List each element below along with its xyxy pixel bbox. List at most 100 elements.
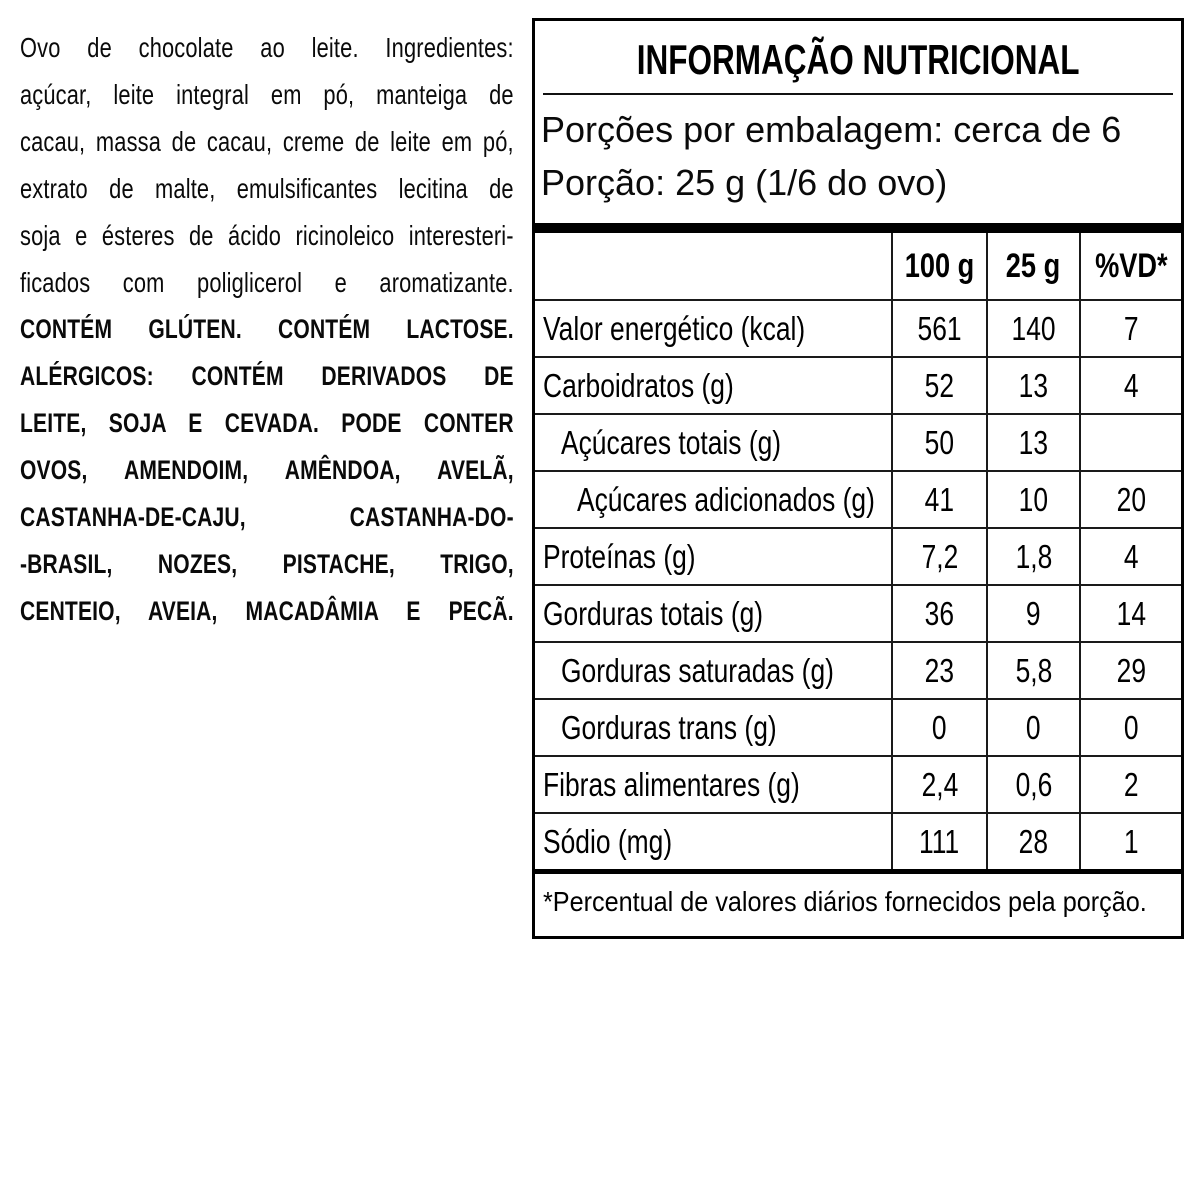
- allergen-warning-line: ALÉRGICOS: CONTÉM DERIVADOS DE: [20, 361, 514, 391]
- nutrient-value-100g: 7,2: [891, 527, 987, 585]
- nutrient-row: Sódio (mg) 111 28 1: [535, 812, 1181, 869]
- nutrient-name: Valor energético (kcal): [535, 299, 892, 357]
- nutrient-name: Gorduras totais (g): [535, 584, 892, 642]
- ingredients-line: Ovo de chocolate ao leite. Ingredientes:: [20, 32, 514, 63]
- nutrient-value-25g-text: 5,8: [1015, 651, 1052, 689]
- nutrient-name-text: Fibras alimentares (g): [543, 765, 800, 803]
- nutrient-daily-value: 1: [1079, 812, 1181, 869]
- nutrient-value-25g-text: 1,8: [1015, 537, 1052, 575]
- header-daily-value-text: %VD*: [1094, 246, 1168, 285]
- ingredients-text-block: Ovo de chocolate ao leite. Ingredientes:…: [20, 24, 520, 635]
- nutrient-name: Gorduras saturadas (g): [535, 641, 892, 699]
- allergen-warning-line: CONTÉM GLÚTEN. CONTÉM LACTOSE.: [20, 314, 514, 344]
- allergen-warning-line: CASTANHA-DE-CAJU, CASTANHA-DO-: [20, 502, 514, 532]
- nutrient-value-100g: 561: [891, 299, 987, 357]
- nutrient-value-100g-text: 111: [919, 822, 960, 860]
- nutrient-value-25g-text: 0: [1026, 708, 1041, 746]
- nutrient-value-100g: 23: [891, 641, 987, 699]
- header-empty-cell: [535, 233, 892, 300]
- nutrient-name-text: Açúcares adicionados (g): [577, 480, 875, 518]
- nutrition-table: 100 g 25 g %VD* Valor energético (kcal) 5…: [535, 233, 1181, 869]
- nutrient-value-25g-text: 13: [1018, 423, 1049, 461]
- nutrient-name-text: Gorduras saturadas (g): [561, 651, 834, 689]
- nutrient-value-25g: 1,8: [986, 527, 1080, 585]
- nutrient-daily-value-text: 29: [1116, 651, 1146, 689]
- nutrient-name: Sódio (mg): [535, 812, 892, 869]
- allergen-warning-line: LEITE, SOJA E CEVADA. PODE CONTER: [20, 408, 514, 438]
- nutrient-value-100g: 41: [891, 470, 987, 528]
- footnote: *Percentual de valores diários fornecido…: [535, 874, 1181, 922]
- nutrient-value-100g-text: 50: [924, 423, 955, 461]
- nutrient-daily-value: 2: [1079, 755, 1181, 813]
- nutrient-name: Carboidratos (g): [535, 356, 892, 414]
- nutrient-row: Açúcares adicionados (g) 41 10 20: [535, 470, 1181, 528]
- nutrient-value-25g: 5,8: [986, 641, 1080, 699]
- nutrient-value-100g-text: 2,4: [921, 765, 958, 803]
- nutrient-value-100g: 0: [891, 698, 987, 756]
- nutrient-value-100g: 36: [891, 584, 987, 642]
- nutrient-row: Valor energético (kcal) 561 140 7: [535, 299, 1181, 357]
- nutrient-daily-value: [1079, 413, 1181, 471]
- ingredients-line: extrato de malte, emulsificantes lecitin…: [20, 173, 514, 204]
- nutrient-value-25g-text: 0,6: [1015, 765, 1052, 803]
- nutrient-name-text: Sódio (mg): [543, 822, 673, 860]
- nutrient-row: Gorduras saturadas (g) 23 5,8 29: [535, 641, 1181, 699]
- nutrient-daily-value-text: 2: [1123, 765, 1139, 803]
- nutrient-name-text: Proteínas (g): [543, 537, 696, 575]
- allergen-warning-line: OVOS, AMENDOIM, AMÊNDOA, AVELÃ,: [20, 455, 514, 485]
- nutrient-name-text: Gorduras totais (g): [543, 594, 764, 632]
- allergen-warning-line: -BRASIL, NOZES, PISTACHE, TRIGO,: [20, 549, 514, 579]
- serving-size: Porção: 25 g (1/6 do ovo): [541, 162, 948, 203]
- title-divider: [543, 93, 1173, 95]
- nutrient-name: Açúcares totais (g): [535, 413, 892, 471]
- servings-per-package: Porções por embalagem: cerca de 6: [541, 109, 1122, 150]
- nutrient-value-100g: 2,4: [891, 755, 987, 813]
- nutrient-daily-value-text: 20: [1116, 480, 1146, 518]
- nutrient-value-100g-text: 0: [932, 708, 947, 746]
- nutrient-name-text: Carboidratos (g): [543, 366, 734, 404]
- header-per-100g-text: 100 g: [904, 246, 975, 285]
- nutrient-daily-value: 29: [1079, 641, 1181, 699]
- nutrient-daily-value: 0: [1079, 698, 1181, 756]
- nutrient-daily-value-text: 7: [1123, 309, 1139, 347]
- header-per-100g: 100 g: [891, 233, 987, 300]
- footnote-text: *Percentual de valores diários fornecido…: [543, 886, 1147, 917]
- nutrition-title-text: INFORMAÇÃO NUTRICIONAL: [636, 36, 1080, 83]
- thick-divider-bottom: [535, 869, 1181, 874]
- ingredients-line: açúcar, leite integral em pó, manteiga d…: [20, 79, 514, 110]
- nutrient-value-25g: 9: [986, 584, 1080, 642]
- nutrient-row: Proteínas (g) 7,2 1,8 4: [535, 527, 1181, 585]
- nutrient-name-text: Valor energético (kcal): [543, 309, 806, 347]
- nutrient-value-25g: 0: [986, 698, 1080, 756]
- ingredients-line: soja e ésteres de ácido ricinoleico inte…: [20, 220, 514, 251]
- nutrient-row: Carboidratos (g) 52 13 4: [535, 356, 1181, 414]
- nutrient-value-25g: 13: [986, 413, 1080, 471]
- nutrient-name-text: Açúcares totais (g): [561, 423, 782, 461]
- thick-divider-top: [535, 223, 1181, 233]
- nutrient-daily-value: 4: [1079, 527, 1181, 585]
- header-per-25g: 25 g: [986, 233, 1080, 300]
- nutrient-value-25g-text: 10: [1018, 480, 1049, 518]
- nutrient-daily-value-text: 4: [1123, 537, 1139, 575]
- nutrient-value-100g-text: 36: [924, 594, 955, 632]
- table-header-row: 100 g 25 g %VD*: [535, 233, 1181, 300]
- serving-info: Porções por embalagem: cerca de 6 Porção…: [535, 103, 1181, 209]
- nutrient-daily-value: 4: [1079, 356, 1181, 414]
- nutrient-value-25g: 28: [986, 812, 1080, 869]
- nutrition-facts-panel: INFORMAÇÃO NUTRICIONAL Porções por embal…: [532, 18, 1184, 939]
- nutrient-daily-value: 14: [1079, 584, 1181, 642]
- header-per-25g-text: 25 g: [1006, 246, 1061, 285]
- nutrient-value-100g-text: 41: [924, 480, 955, 518]
- nutrient-row: Gorduras trans (g) 0 0 0: [535, 698, 1181, 756]
- nutrient-value-25g-text: 28: [1018, 822, 1049, 860]
- nutrient-daily-value-text: 0: [1123, 708, 1139, 746]
- nutrition-title: INFORMAÇÃO NUTRICIONAL: [535, 37, 1181, 83]
- nutrient-row: Fibras alimentares (g) 2,4 0,6 2: [535, 755, 1181, 813]
- nutrient-name: Proteínas (g): [535, 527, 892, 585]
- nutrient-daily-value-text: 1: [1123, 822, 1139, 860]
- nutrient-value-100g-text: 561: [917, 309, 962, 347]
- nutrient-value-25g: 140: [986, 299, 1080, 357]
- allergen-warning-line: CENTEIO, AVEIA, MACADÂMIA E PECÃ.: [20, 596, 514, 626]
- nutrient-value-25g: 0,6: [986, 755, 1080, 813]
- nutrient-value-25g: 10: [986, 470, 1080, 528]
